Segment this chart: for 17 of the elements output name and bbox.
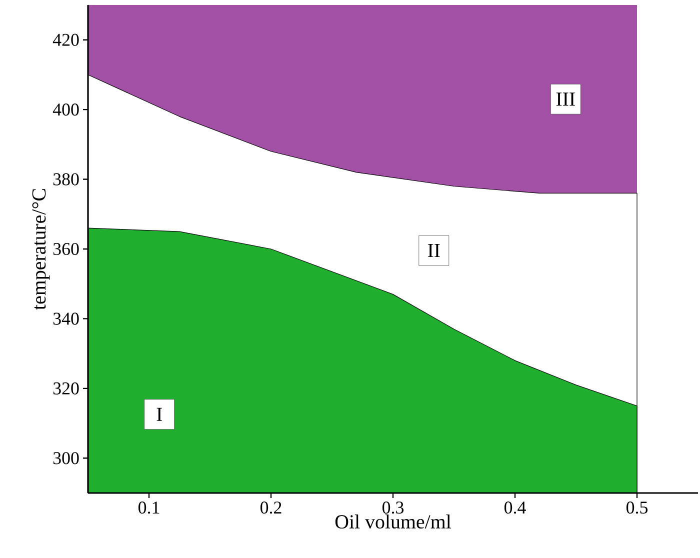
x-tick-label: 0.4 — [504, 502, 526, 514]
x-tick-label: 0.1 — [138, 502, 160, 514]
y-tick-label: 400 — [52, 104, 79, 116]
y-tick-label: 300 — [53, 452, 79, 464]
y-tick-label: 420 — [52, 34, 79, 46]
annotation: II — [428, 244, 440, 258]
y-tick-label: 360 — [53, 242, 79, 256]
x-tick-label: 0.3 — [382, 502, 404, 514]
x-axis-title: Oil volume/ml — [335, 514, 451, 529]
x-tick-label: 0.5 — [626, 502, 648, 514]
annotation: III — [556, 92, 575, 106]
y-axis-title: temperature/°C — [32, 189, 50, 310]
y-tick-label: 340 — [53, 312, 79, 325]
annotation: I — [156, 408, 162, 421]
y-tick-label: 320 — [53, 382, 79, 394]
x-tick-label: 0.2 — [260, 502, 282, 514]
y-tick-label: 380 — [53, 173, 79, 186]
